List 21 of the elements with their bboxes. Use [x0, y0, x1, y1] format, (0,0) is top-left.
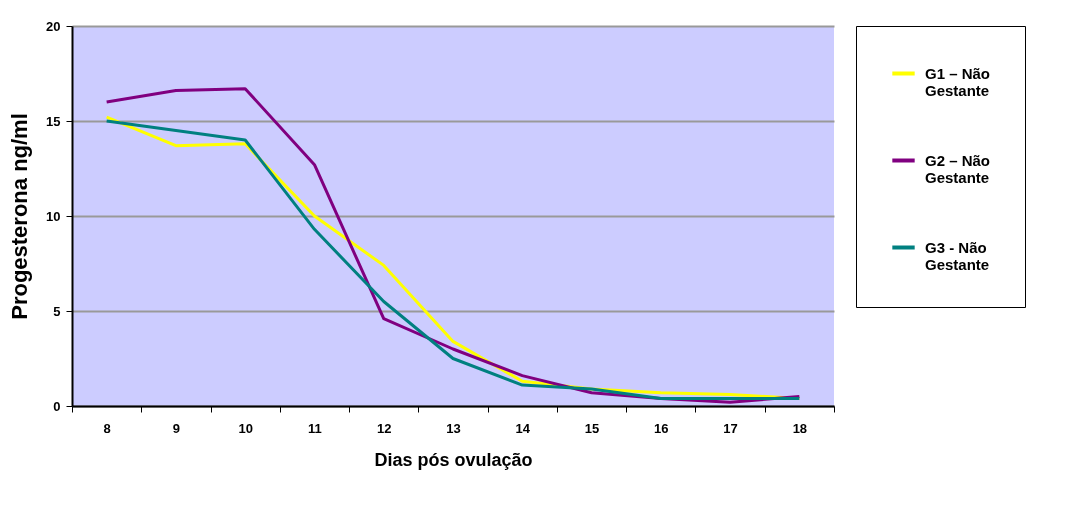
y-tick-label: 5 — [53, 303, 61, 319]
legend-label: G3 - Não Gestante — [925, 238, 990, 273]
y-axis-title: Progesterona ng/ml — [7, 113, 33, 320]
legend-label: G2 – Não Gestante — [925, 151, 991, 186]
x-tick-label: 17 — [723, 420, 738, 436]
legend-label: G1 – Não Gestante — [925, 64, 991, 99]
y-tick-label: 15 — [46, 113, 61, 129]
x-tick-label: 9 — [172, 420, 181, 436]
x-tick-label: 8 — [103, 420, 111, 436]
x-axis-title: Dias pós ovulação — [374, 449, 533, 470]
x-tick-label: 10 — [238, 420, 253, 436]
y-tick-label: 20 — [46, 18, 61, 34]
y-tick-label: 0 — [53, 398, 61, 414]
x-tick-label: 18 — [792, 420, 808, 436]
y-tick-label: 10 — [46, 208, 61, 224]
x-tick-label: 13 — [446, 420, 461, 436]
x-tick-label: 12 — [376, 420, 392, 436]
x-tick-label: 11 — [308, 420, 322, 436]
x-tick-label: 14 — [515, 420, 531, 436]
x-tick-label: 16 — [654, 420, 669, 436]
x-tick-label: 15 — [584, 420, 600, 436]
